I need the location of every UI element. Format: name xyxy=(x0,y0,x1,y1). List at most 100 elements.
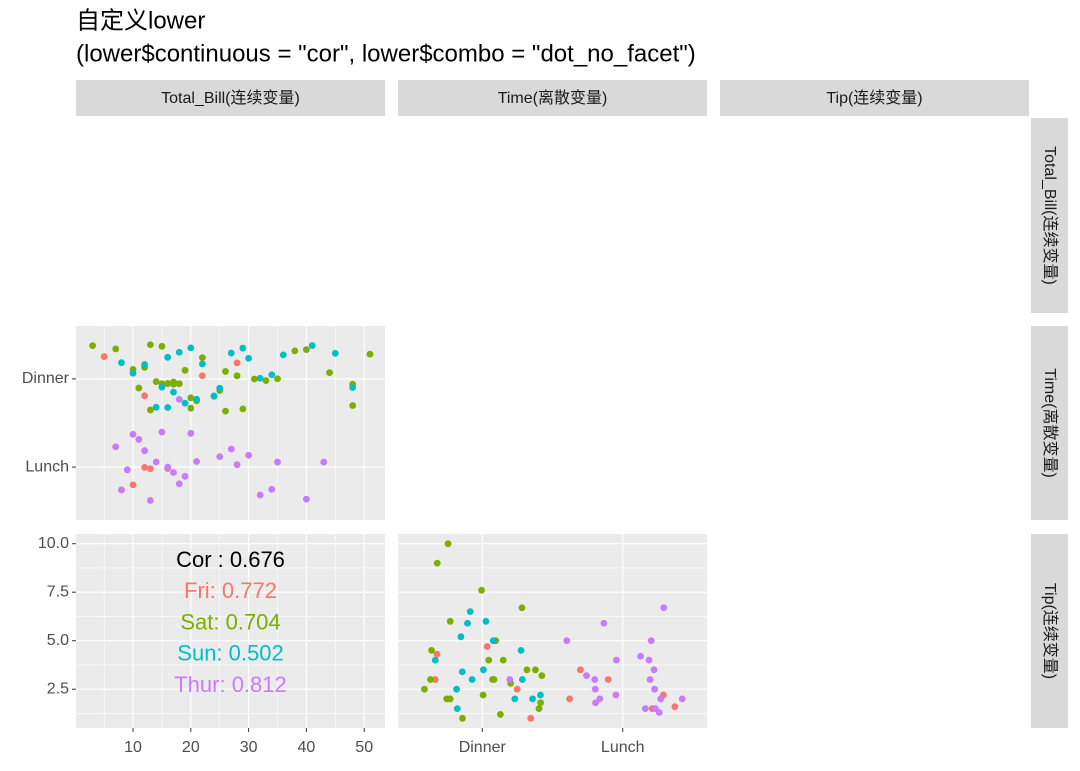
correlation-label: Sat: 0.704 xyxy=(180,609,280,634)
chart-title: 自定义lower xyxy=(76,7,205,34)
point xyxy=(366,350,374,358)
point xyxy=(135,384,143,392)
point xyxy=(308,342,316,349)
point xyxy=(152,458,160,466)
point xyxy=(331,349,339,357)
point xyxy=(518,676,526,683)
x-tick-label: 10 xyxy=(124,739,142,756)
point xyxy=(141,361,148,368)
column-strip xyxy=(76,80,385,116)
point xyxy=(446,617,454,625)
point xyxy=(274,458,281,466)
point xyxy=(222,368,229,375)
point xyxy=(490,676,498,683)
point xyxy=(650,666,658,674)
point xyxy=(637,652,644,660)
point xyxy=(453,705,461,712)
point xyxy=(459,714,466,722)
point xyxy=(655,709,663,716)
row-strip xyxy=(1031,118,1068,313)
point xyxy=(100,353,108,360)
point xyxy=(198,372,206,380)
point xyxy=(175,348,183,356)
point xyxy=(146,406,154,414)
point xyxy=(164,404,172,411)
point xyxy=(349,402,357,409)
point xyxy=(458,668,466,676)
point xyxy=(256,374,264,382)
point xyxy=(464,619,471,627)
point xyxy=(433,650,441,658)
point xyxy=(198,354,206,362)
y-tick-label: 10.0 xyxy=(38,535,69,552)
point xyxy=(537,691,544,699)
point xyxy=(532,666,539,674)
point xyxy=(613,656,620,664)
point xyxy=(164,463,172,471)
point xyxy=(479,666,487,674)
row-strip xyxy=(1031,326,1068,520)
point xyxy=(135,436,143,443)
point xyxy=(245,451,253,459)
point xyxy=(158,383,166,391)
point xyxy=(421,685,428,693)
point xyxy=(453,685,460,693)
correlation-label: Cor : 0.676 xyxy=(176,547,285,572)
column-strip xyxy=(398,80,707,116)
y-tick-label: 7.5 xyxy=(47,583,69,600)
point xyxy=(141,463,148,471)
point xyxy=(175,380,183,388)
point xyxy=(187,404,195,412)
x-tick-label: 40 xyxy=(298,739,316,756)
row-strip-label: Tip(连续变量) xyxy=(1041,583,1059,679)
point xyxy=(146,497,154,504)
point xyxy=(118,486,125,494)
point xyxy=(427,676,434,683)
point xyxy=(141,392,148,400)
point xyxy=(489,637,497,645)
point xyxy=(583,672,590,680)
point xyxy=(118,359,125,367)
point xyxy=(511,695,519,703)
row-strip-label: Total_Bill(连续变量) xyxy=(1041,146,1059,285)
point xyxy=(604,676,612,683)
point xyxy=(164,380,172,387)
point xyxy=(129,481,137,489)
point xyxy=(193,395,201,403)
point xyxy=(187,394,195,402)
row-strip xyxy=(1031,534,1068,728)
point xyxy=(320,458,328,466)
point xyxy=(291,347,299,355)
point xyxy=(256,491,264,499)
point xyxy=(529,695,537,703)
point xyxy=(518,604,526,612)
point xyxy=(496,711,504,718)
point xyxy=(479,691,487,699)
point xyxy=(641,705,649,712)
point xyxy=(671,703,679,711)
point xyxy=(187,429,195,437)
point xyxy=(152,378,160,385)
point xyxy=(577,666,584,674)
point xyxy=(245,354,253,362)
x-tick-label: 30 xyxy=(240,739,258,756)
point xyxy=(678,695,686,703)
point xyxy=(457,633,465,641)
correlation-label: Thur: 0.812 xyxy=(174,672,287,697)
point xyxy=(660,604,668,612)
point xyxy=(431,676,439,683)
point xyxy=(326,369,333,377)
point xyxy=(152,403,160,411)
point xyxy=(483,643,491,650)
point xyxy=(233,461,241,469)
point xyxy=(303,346,310,354)
point xyxy=(268,485,276,493)
point xyxy=(198,360,206,368)
point xyxy=(591,676,599,683)
point xyxy=(537,699,544,707)
point xyxy=(89,342,96,350)
point xyxy=(216,384,224,392)
point xyxy=(233,359,241,367)
point xyxy=(478,586,485,594)
